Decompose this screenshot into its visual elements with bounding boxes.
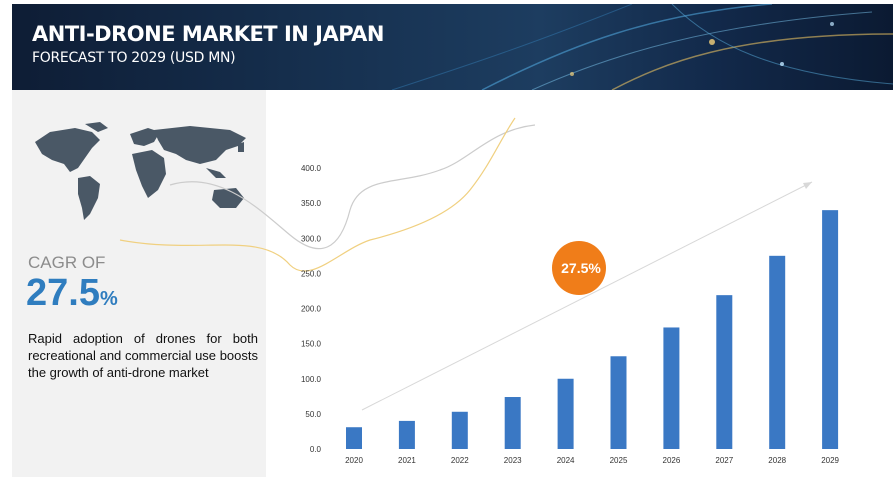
y-tick-label: 400.0 bbox=[301, 164, 322, 173]
world-map-icon bbox=[35, 122, 246, 220]
trend-arrow-line bbox=[361, 181, 813, 411]
x-tick-label: 2026 bbox=[663, 456, 681, 465]
cagr-badge bbox=[552, 241, 606, 295]
cagr-unit: % bbox=[99, 288, 118, 310]
cagr-number: 27.5 bbox=[26, 272, 100, 314]
bar-2029 bbox=[822, 210, 839, 449]
x-tick-label: 2029 bbox=[821, 456, 839, 465]
y-tick-label: 0.0 bbox=[310, 445, 322, 454]
header-banner: ANTI-DRONE MARKET IN JAPAN FORECAST TO 2… bbox=[12, 4, 893, 90]
y-tick-label: 50.0 bbox=[305, 410, 321, 419]
trend-arrow-head bbox=[803, 182, 812, 189]
bar-2024 bbox=[557, 378, 574, 449]
bar-2025 bbox=[610, 356, 627, 449]
summary-panel: CAGR OF 27.5% Rapid adoption of drones f… bbox=[12, 90, 266, 477]
market-driver-description: Rapid adoption of drones for both recrea… bbox=[28, 331, 258, 380]
x-tick-label: 2020 bbox=[345, 456, 363, 465]
y-tick-label: 200.0 bbox=[301, 305, 322, 314]
x-tick-label: 2024 bbox=[557, 456, 575, 465]
cagr-value: 27.5% bbox=[26, 272, 118, 315]
y-tick-label: 350.0 bbox=[301, 199, 322, 208]
decorative-swoosh-gray bbox=[169, 124, 536, 250]
y-tick-label: 300.0 bbox=[301, 234, 322, 243]
x-tick-label: 2023 bbox=[504, 456, 522, 465]
x-tick-label: 2022 bbox=[451, 456, 469, 465]
cagr-badge-label: 27.5% bbox=[561, 260, 601, 276]
y-tick-label: 150.0 bbox=[301, 340, 322, 349]
x-tick-label: 2025 bbox=[610, 456, 628, 465]
page-title: ANTI-DRONE MARKET IN JAPAN bbox=[32, 22, 385, 46]
bar-2023 bbox=[504, 397, 521, 449]
bar-2022 bbox=[451, 411, 468, 449]
bar-2026 bbox=[663, 327, 680, 449]
y-tick-label: 250.0 bbox=[301, 269, 322, 278]
x-tick-label: 2028 bbox=[768, 456, 786, 465]
bar-2021 bbox=[398, 420, 415, 449]
decorative-swoosh-gold bbox=[119, 117, 516, 272]
bar-2028 bbox=[769, 255, 786, 449]
banner-light-streaks bbox=[391, 4, 893, 90]
x-tick-label: 2027 bbox=[715, 456, 733, 465]
bar-2027 bbox=[716, 295, 733, 449]
cagr-label: CAGR OF bbox=[28, 253, 106, 272]
page-subtitle: FORECAST TO 2029 (USD MN) bbox=[32, 50, 236, 66]
bar-2020 bbox=[346, 427, 362, 449]
y-tick-label: 100.0 bbox=[301, 375, 322, 384]
x-tick-label: 2021 bbox=[398, 456, 416, 465]
